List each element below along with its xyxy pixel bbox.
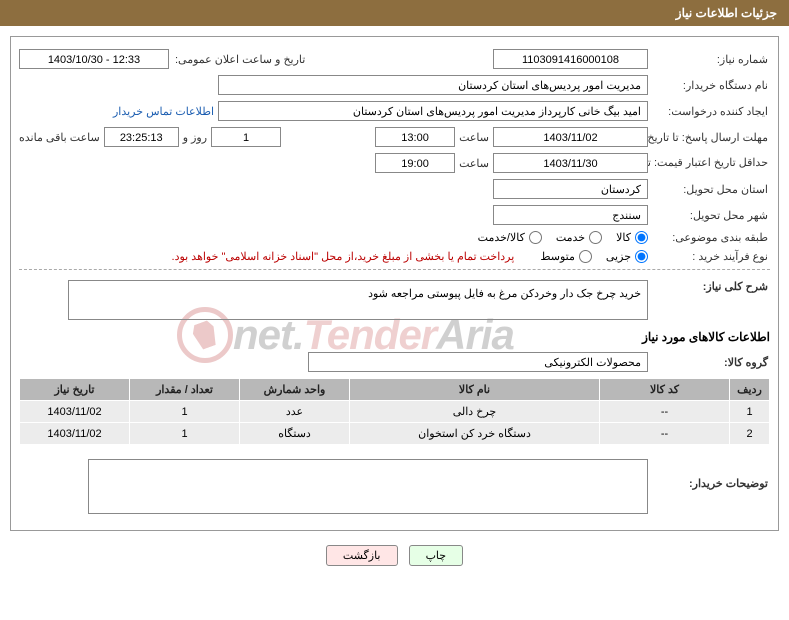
process-option[interactable]: جزیی — [606, 250, 648, 263]
category-radio-group: کالا خدمت کالا/خدمت — [478, 231, 648, 244]
table-header-row: ردیف کد کالا نام کالا واحد شمارش تعداد /… — [20, 379, 770, 401]
general-desc-value: خرید چرخ جک دار وخردکن مرغ به فایل پیوست… — [68, 280, 648, 320]
goods-section-title: اطلاعات کالاهای مورد نیاز — [21, 330, 770, 344]
process-radio-group: جزیی متوسط — [540, 250, 648, 263]
cell-qty: 1 — [130, 401, 240, 423]
back-button[interactable]: بازگشت — [326, 545, 398, 566]
requester-label: ایجاد کننده درخواست: — [652, 105, 770, 118]
row-city: شهر محل تحویل: سنندج — [19, 205, 770, 225]
buyer-desc-box — [88, 459, 648, 514]
row-buyer-org: نام دستگاه خریدار: مدیریت امور پردیس‌های… — [19, 75, 770, 95]
category-label: طبقه بندی موضوعی: — [652, 231, 770, 244]
deadline-time: 13:00 — [375, 127, 455, 147]
deadline-time-label: ساعت — [459, 131, 489, 144]
panel-header: جزئیات اطلاعات نیاز — [0, 0, 789, 26]
row-province: استان محل تحویل: کردستان — [19, 179, 770, 199]
category-label: کالا/خدمت — [478, 231, 525, 244]
category-radio[interactable] — [635, 231, 648, 244]
process-label: متوسط — [540, 250, 575, 263]
process-label: جزیی — [606, 250, 631, 263]
cell-date: 1403/11/02 — [20, 401, 130, 423]
panel-title: جزئیات اطلاعات نیاز — [676, 6, 777, 20]
table-row: 2--دستگاه خرد کن استخواندستگاه11403/11/0… — [20, 423, 770, 445]
goods-group-value: محصولات الکترونیکی — [308, 352, 648, 372]
th-unit: واحد شمارش — [240, 379, 350, 401]
process-option[interactable]: متوسط — [540, 250, 592, 263]
divider — [19, 269, 770, 270]
details-frame: AriaTender.net شماره نیاز: 1103091416000… — [10, 36, 779, 531]
announce-label: تاریخ و ساعت اعلان عمومی: — [173, 53, 307, 66]
category-label: خدمت — [556, 231, 585, 244]
remaining-days: 1 — [211, 127, 281, 147]
cell-code: -- — [600, 423, 730, 445]
goods-group-label: گروه کالا: — [652, 356, 770, 369]
category-option[interactable]: خدمت — [556, 231, 602, 244]
table-row: 1--چرخ دالیعدد11403/11/02 — [20, 401, 770, 423]
province-label: استان محل تحویل: — [652, 183, 770, 196]
goods-table: ردیف کد کالا نام کالا واحد شمارش تعداد /… — [19, 378, 770, 445]
remaining-time: 23:25:13 — [104, 127, 179, 147]
cell-name: چرخ دالی — [350, 401, 600, 423]
province-value: کردستان — [493, 179, 648, 199]
process-radio[interactable] — [635, 250, 648, 263]
category-option[interactable]: کالا/خدمت — [478, 231, 542, 244]
footer-buttons: چاپ بازگشت — [0, 545, 789, 566]
category-label: کالا — [616, 231, 631, 244]
city-label: شهر محل تحویل: — [652, 209, 770, 222]
deadline-label: مهلت ارسال پاسخ: تا تاریخ: — [652, 131, 770, 144]
cell-unit: عدد — [240, 401, 350, 423]
cell-qty: 1 — [130, 423, 240, 445]
print-button[interactable]: چاپ — [409, 545, 464, 566]
th-code: کد کالا — [600, 379, 730, 401]
row-buyer-desc: توضیحات خریدار: — [19, 459, 770, 514]
need-number-label: شماره نیاز: — [652, 53, 770, 66]
buyer-desc-label: توضیحات خریدار: — [652, 459, 770, 490]
general-desc-label: شرح کلی نیاز: — [652, 280, 770, 293]
cell-idx: 1 — [730, 401, 770, 423]
category-option[interactable]: کالا — [616, 231, 648, 244]
th-name: نام کالا — [350, 379, 600, 401]
row-category: طبقه بندی موضوعی: کالا خدمت کالا/خدمت — [19, 231, 770, 244]
process-radio[interactable] — [579, 250, 592, 263]
deadline-date: 1403/11/02 — [493, 127, 648, 147]
validity-label: حداقل تاریخ اعتبار قیمت: تا تاریخ: — [652, 157, 770, 169]
category-radio[interactable] — [529, 231, 542, 244]
row-process: نوع فرآیند خرید : جزیی متوسط پرداخت تمام … — [19, 250, 770, 263]
buyer-org-label: نام دستگاه خریدار: — [652, 79, 770, 92]
cell-idx: 2 — [730, 423, 770, 445]
cell-code: -- — [600, 401, 730, 423]
row-requester: ایجاد کننده درخواست: امید بیگ خانی کارپر… — [19, 101, 770, 121]
row-deadline: مهلت ارسال پاسخ: تا تاریخ: 1403/11/02 سا… — [19, 127, 770, 147]
cell-name: دستگاه خرد کن استخوان — [350, 423, 600, 445]
announce-value: 1403/10/30 - 12:33 — [19, 49, 169, 69]
goods-table-wrap: ردیف کد کالا نام کالا واحد شمارش تعداد /… — [19, 378, 770, 445]
validity-date: 1403/11/30 — [493, 153, 648, 173]
validity-time: 19:00 — [375, 153, 455, 173]
row-goods-group: گروه کالا: محصولات الکترونیکی — [19, 352, 770, 372]
days-suffix: روز و — [183, 131, 207, 144]
row-validity: حداقل تاریخ اعتبار قیمت: تا تاریخ: 1403/… — [19, 153, 770, 173]
th-idx: ردیف — [730, 379, 770, 401]
cell-unit: دستگاه — [240, 423, 350, 445]
process-note: پرداخت تمام یا بخشی از مبلغ خرید،از محل … — [172, 250, 515, 263]
contact-link[interactable]: اطلاعات تماس خریدار — [113, 105, 214, 118]
row-need-number: شماره نیاز: 1103091416000108 تاریخ و ساع… — [19, 49, 770, 69]
category-radio[interactable] — [589, 231, 602, 244]
process-label: نوع فرآیند خرید : — [652, 250, 770, 263]
cell-date: 1403/11/02 — [20, 423, 130, 445]
row-general-desc: شرح کلی نیاز: خرید چرخ جک دار وخردکن مرغ… — [19, 280, 770, 320]
validity-time-label: ساعت — [459, 157, 489, 170]
buyer-org-value: مدیریت امور پردیس‌های استان کردستان — [218, 75, 648, 95]
th-qty: تعداد / مقدار — [130, 379, 240, 401]
need-number-value: 1103091416000108 — [493, 49, 648, 69]
th-date: تاریخ نیاز — [20, 379, 130, 401]
remain-suffix: ساعت باقی مانده — [19, 131, 100, 144]
requester-value: امید بیگ خانی کارپرداز مدیریت امور پردیس… — [218, 101, 648, 121]
city-value: سنندج — [493, 205, 648, 225]
